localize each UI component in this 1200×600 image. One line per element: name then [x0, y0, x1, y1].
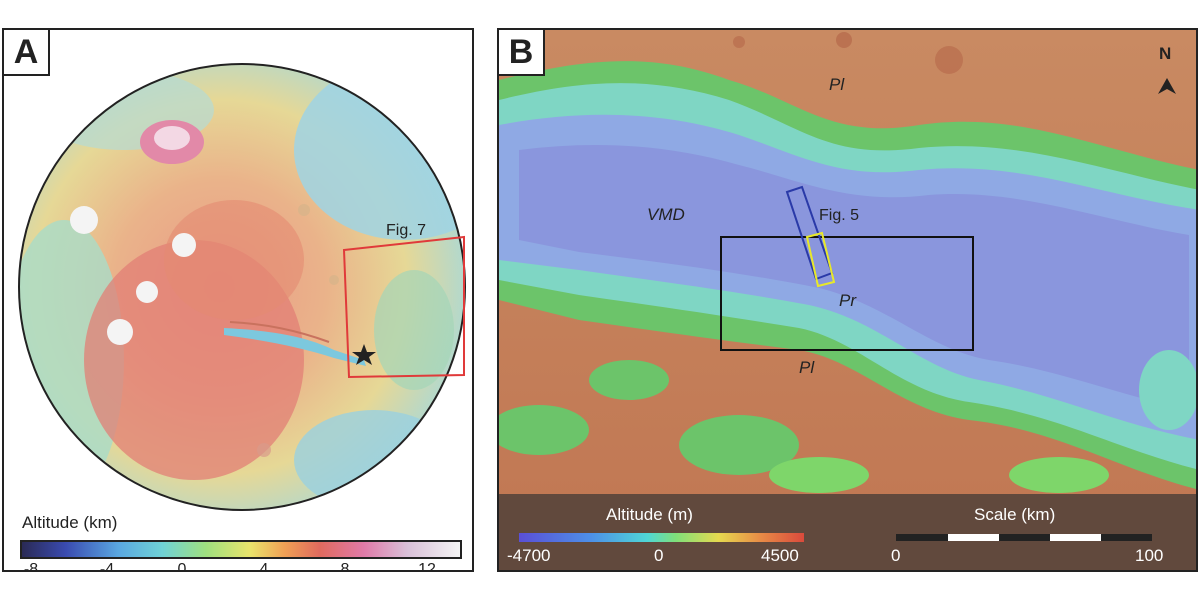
scale-bar-segment — [999, 534, 1050, 541]
fig7-inset-box — [342, 235, 465, 379]
north-label: N — [1159, 44, 1172, 63]
altitude-km-colorbar — [20, 540, 462, 559]
label-vmd: VMD — [647, 205, 685, 224]
label-pl-bottom: Pl — [799, 358, 815, 377]
north-arrow-icon — [1158, 78, 1176, 94]
valley-terrain-image — [499, 30, 1196, 570]
scale-min-label: 0 — [891, 546, 901, 565]
altitude-m-legend-title: Altitude (m) — [606, 505, 693, 524]
panel-a-globe-map: A Fig. 7 Altitude (km) -8 -4 0 4 8 12 — [2, 28, 474, 572]
altitude-tick: 0 — [177, 561, 187, 572]
legend-bar-background — [499, 494, 1196, 570]
label-pr: Pr — [839, 291, 856, 310]
altitude-tick: 12 — [418, 561, 436, 572]
altitude-tick: -4 — [99, 561, 115, 572]
scale-bar-segment — [948, 534, 999, 541]
fig5-yellow-box — [805, 231, 836, 288]
altitude-km-legend-title: Altitude (km) — [22, 513, 118, 532]
panel-letter-a: A — [4, 30, 50, 76]
altitude-m-colorbar — [519, 533, 804, 542]
altitude-tick: -8 — [23, 561, 39, 572]
panel-letter-b: B — [499, 30, 545, 76]
fig7-label: Fig. 7 — [386, 222, 427, 239]
altitude-max-label: 4500 — [761, 546, 799, 565]
label-fig5: Fig. 5 — [819, 207, 860, 224]
panel-b-valles-marineris-map: B N Pl VMD Fig. 5 Pr Pl Altitude (m) -47… — [497, 28, 1198, 572]
altitude-min-label: -4700 — [507, 546, 551, 565]
label-pl-top: Pl — [829, 75, 845, 94]
location-star-icon — [352, 344, 376, 365]
scale-max-label: 100 — [1135, 546, 1164, 565]
altitude-mid-label: 0 — [654, 546, 664, 565]
mars-globe-image — [18, 63, 466, 511]
altitude-tick: 8 — [340, 561, 350, 572]
scale-legend-title: Scale (km) — [974, 505, 1056, 524]
scale-bar-segment — [896, 534, 948, 541]
altitude-tick: 4 — [259, 561, 269, 572]
scale-bar-segment — [1050, 534, 1101, 541]
scale-bar-segment — [1101, 534, 1152, 541]
study-area-box — [720, 236, 974, 351]
